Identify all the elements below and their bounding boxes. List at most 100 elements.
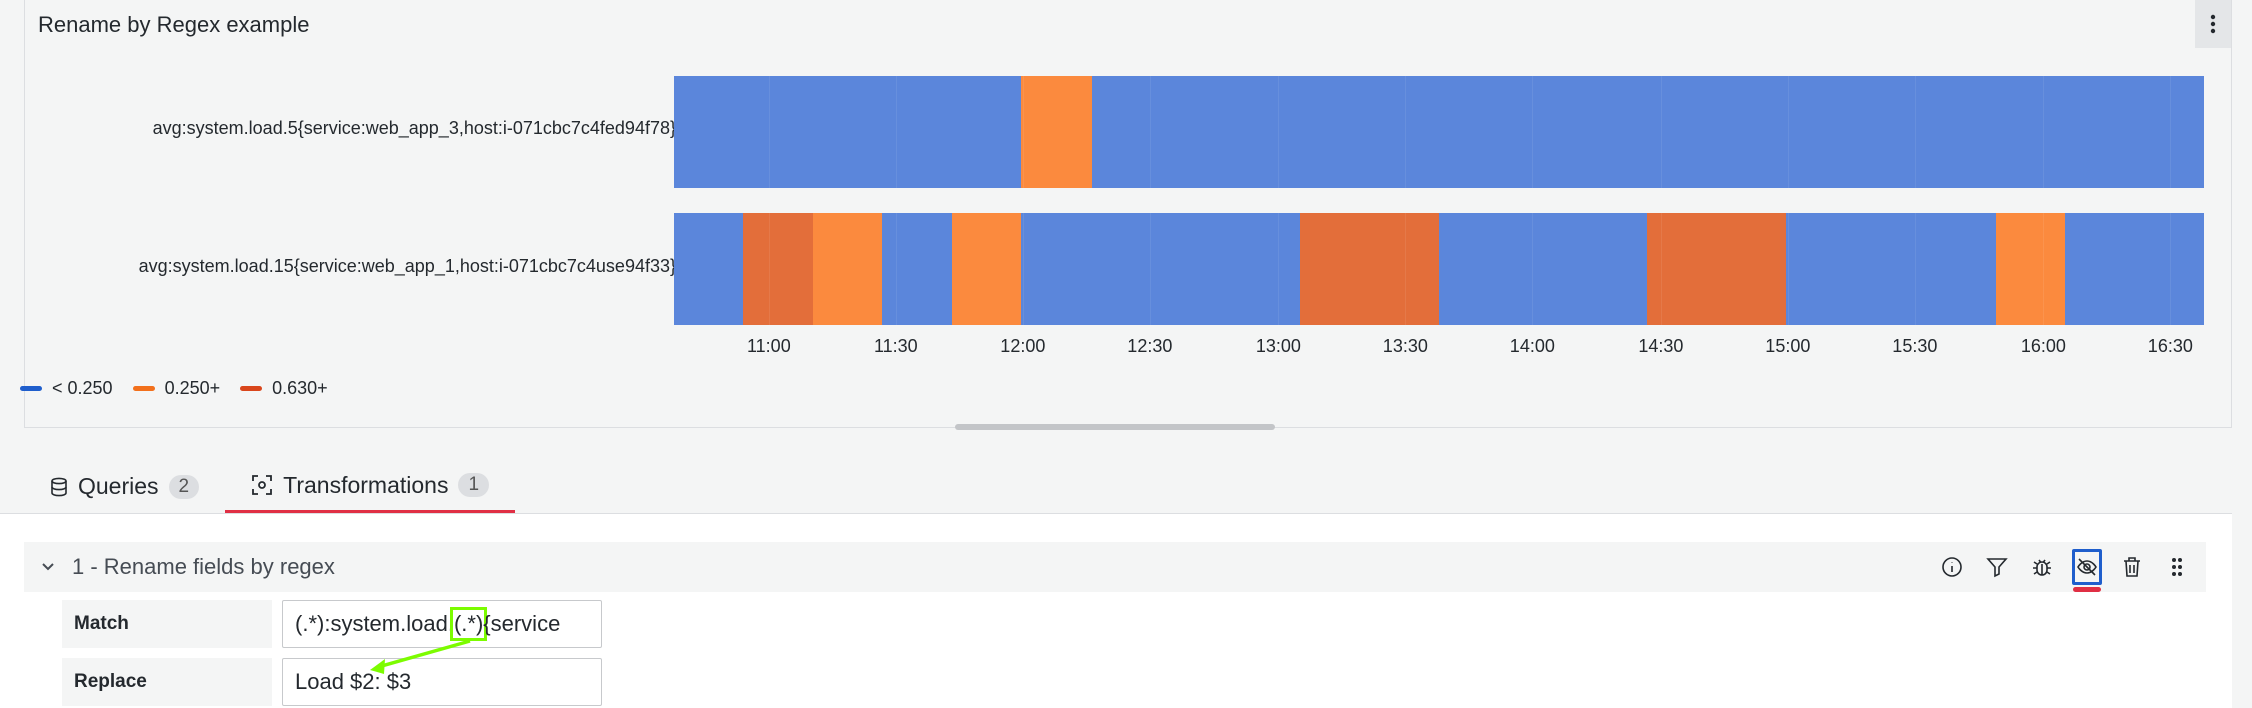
state-segment [813,213,883,325]
state-timeline-row [674,213,2204,325]
transformation-header[interactable]: 1 - Rename fields by regex [24,542,2206,592]
legend: < 0.250 0.250+ 0.630+ [20,378,328,399]
x-tick-label: 15:00 [1765,336,1811,356]
grid-line [2170,76,2172,188]
state-segment [1091,76,2204,188]
x-tick-label: 11:00 [747,336,791,356]
grid-line [895,213,897,325]
state-segment [1439,213,1648,325]
grid-line [1787,213,1789,325]
state-segment [952,213,1022,325]
x-tick-label: 16:00 [2020,336,2066,356]
chevron-down-icon[interactable] [41,562,55,572]
x-axis: 11:00 11:30 12:00 12:30 13:00 13:30 14:00 14:30… [674,336,2204,360]
grid-line [2043,213,2045,325]
filter-button[interactable] [1982,549,2012,585]
editor-tabs: Queries 2 Transformations 1 [24,460,516,513]
grid-line [768,76,770,188]
state-segment [1021,76,1092,188]
replace-value: Load $2: $3 [295,669,412,694]
x-tick-label: 11:30 [873,336,918,356]
legend-swatch [132,386,155,391]
replace-label: Replace [62,658,272,706]
info-icon [1942,557,1962,577]
state-timeline-row [674,76,2204,188]
disable-toggle-button[interactable] [2072,549,2102,592]
trash-icon [2124,557,2140,577]
match-input[interactable]: (.*):system.load. (.*) {service [282,600,602,648]
debug-icon [2033,559,2051,576]
legend-item[interactable]: < 0.250 [20,378,113,399]
transformation-title: 1 - Rename fields by regex [72,554,335,579]
tab-label: Transformations [283,471,449,498]
x-tick-label: 12:30 [1127,336,1173,356]
state-segment [674,76,1022,188]
grid-line [2170,213,2172,325]
drag-icon [2172,558,2182,576]
state-segment [742,213,814,325]
state-segment [1786,213,1996,325]
grid-line [1278,213,1280,325]
legend-swatch [240,386,263,391]
state-segment [1299,213,1439,325]
match-value-suffix: {service [483,611,561,636]
legend-swatch [20,386,42,391]
x-tick-label: 14:00 [1509,336,1555,356]
match-value-prefix: (.*):system.load. [295,611,454,636]
tab-count-badge: 1 [458,473,490,497]
legend-item[interactable]: 0.630+ [240,378,328,399]
grid-line [1149,76,1151,188]
state-segment [2064,213,2204,325]
delete-button[interactable] [2117,549,2147,585]
x-tick-label: 13:00 [1255,336,1301,356]
grid-line [1787,76,1789,188]
eye-slash-icon [2077,558,2097,576]
state-segment [882,213,953,325]
grid-line [768,213,770,325]
grid-line [1914,76,1916,188]
panel-resize-handle[interactable] [955,424,1275,430]
info-button[interactable] [1937,549,1967,585]
replace-input[interactable]: Load $2: $3 [282,658,602,706]
grid-line [1660,213,1662,325]
tab-queries[interactable]: Queries 2 [24,460,225,513]
transform-icon [252,475,273,495]
legend-label: 0.630+ [272,378,328,398]
match-row: Match (.*):system.load. (.*) {service [62,600,602,648]
x-tick-label: 14:30 [1638,336,1684,356]
debug-button[interactable] [2027,549,2057,585]
replace-row: Replace Load $2: $3 [62,658,602,706]
database-icon [51,477,67,496]
x-tick-label: 15:30 [1892,336,1938,356]
legend-item[interactable]: 0.250+ [132,378,221,399]
tab-label: Queries [78,473,159,499]
transformations-pane: 1 - Rename fields by regex Match [0,513,2232,708]
x-tick-label: 16:30 [2147,336,2193,356]
x-tick-label: 13:30 [1382,336,1428,356]
filter-icon [1986,558,2008,578]
panel-menu-button[interactable] [2195,0,2231,48]
tab-transformations[interactable]: Transformations 1 [225,460,516,513]
state-segment [1021,213,1300,325]
tab-count-badge: 2 [168,474,200,499]
grid-line [1532,213,1534,325]
grid-line [1022,76,1024,188]
drag-handle[interactable] [2162,549,2192,585]
grid-line [1532,76,1534,188]
row-label: avg:system.load.15{service:web_app_1,hos… [138,256,676,276]
state-segment [1647,213,1787,325]
grid-line [1914,213,1916,325]
state-segment [674,213,743,325]
match-label: Match [62,600,272,648]
panel-title: Rename by Regex example [38,12,310,37]
row-label: avg:system.load.5{service:web_app_3,host… [152,118,676,138]
legend-label: < 0.250 [52,378,113,398]
match-highlight: (.*) [449,607,488,641]
grid-line [2043,76,2045,188]
more-vertical-icon [2210,14,2216,34]
legend-label: 0.250+ [164,378,221,398]
grid-line [1149,213,1151,325]
grid-line [1405,76,1407,188]
grid-line [1278,76,1280,188]
grid-line [1022,213,1024,325]
